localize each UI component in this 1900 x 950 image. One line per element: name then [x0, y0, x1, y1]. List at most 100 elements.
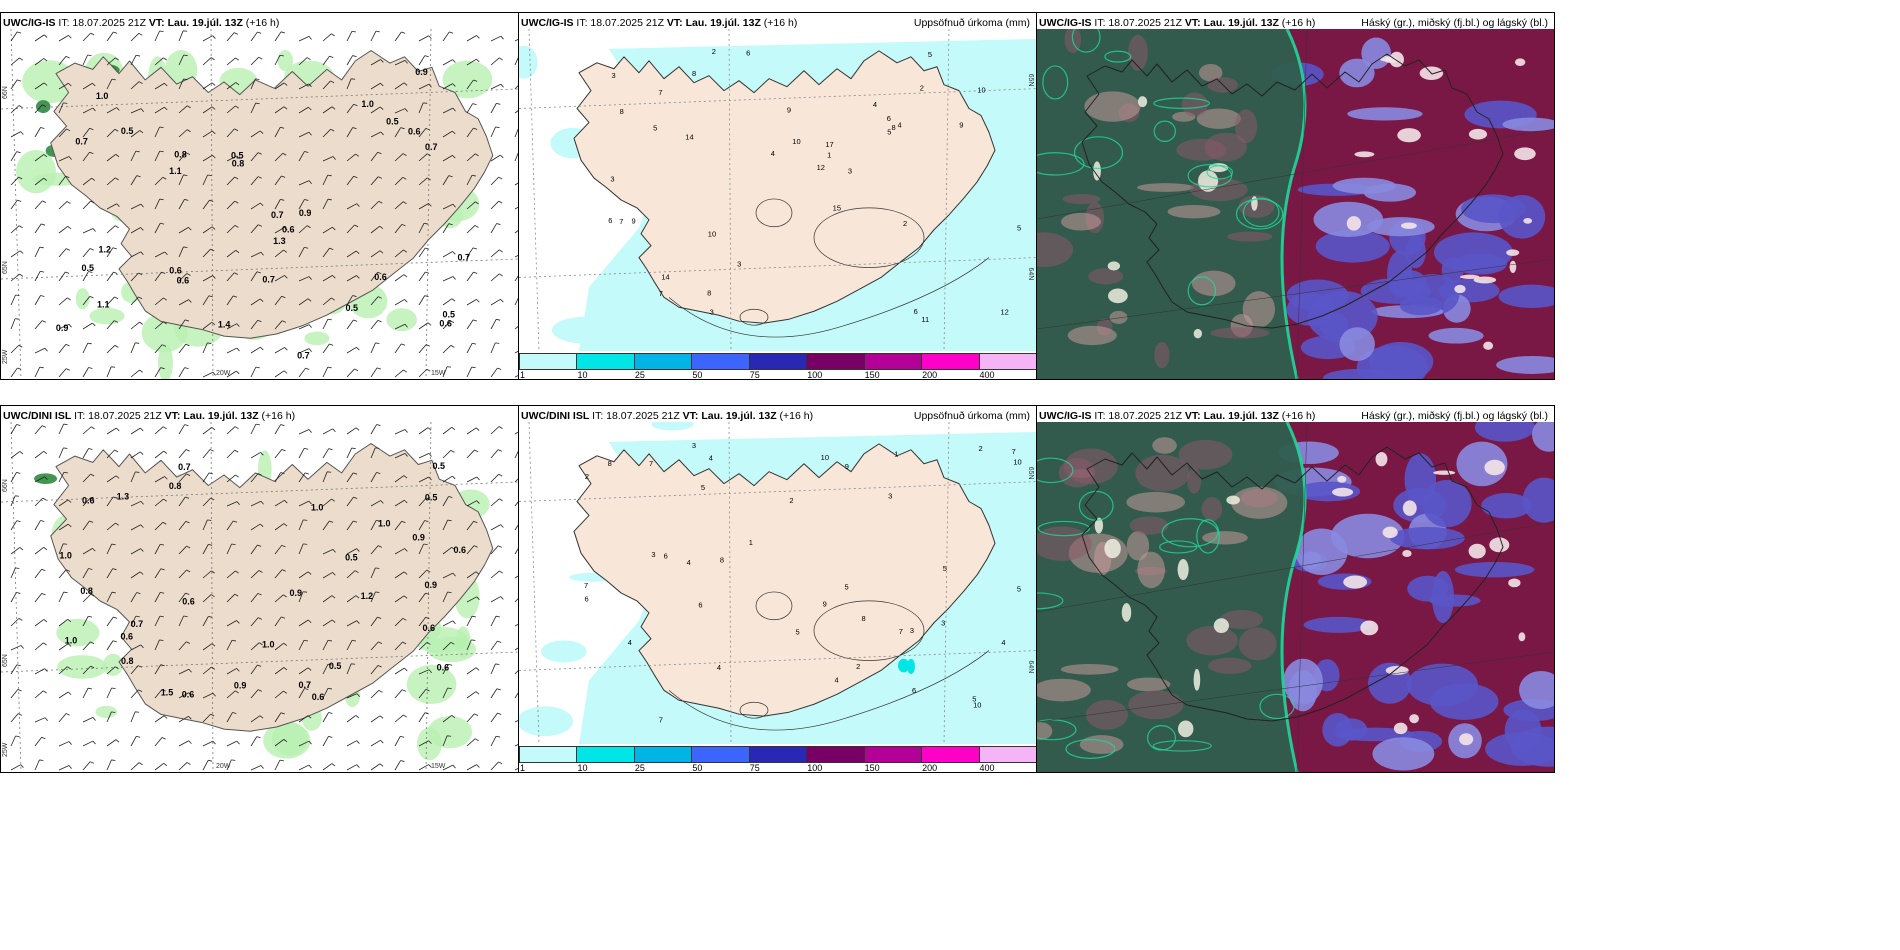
panel-title: UWC/IG-IS IT: 18.07.2025 21Z VT: Lau. 19…	[3, 17, 280, 29]
mixed-cloud-patch	[1128, 34, 1148, 71]
wind-barb-feather	[402, 617, 407, 621]
mid-cloud-patch	[1519, 670, 1554, 710]
wind-barb	[370, 715, 381, 723]
mixed-cloud-patch	[1137, 551, 1166, 589]
wind-barb	[10, 689, 19, 699]
wind-barb-feather	[184, 367, 189, 370]
wind-barb-feather	[115, 666, 119, 670]
wind-barb-feather	[332, 275, 336, 279]
wind-barb	[154, 251, 165, 258]
wind-barb-feather	[87, 54, 92, 57]
precip-value-label: 11	[921, 315, 929, 324]
wind-barb	[58, 741, 70, 747]
wind-barb-feather	[425, 616, 430, 620]
wind-barb	[10, 273, 20, 282]
wind-barb-feather	[42, 425, 46, 428]
wind-barb	[394, 760, 401, 771]
wind-barb-feather	[424, 55, 429, 58]
latitude-line	[519, 257, 1036, 278]
wind-barb-feather	[475, 427, 480, 431]
wind-barb-feather	[380, 131, 384, 136]
wind-barb-feather	[163, 321, 167, 325]
wind-barb-feather	[67, 643, 72, 647]
panel-wind-dini: UWC/DINI ISL IT: 18.07.2025 21Z VT: Lau.…	[0, 405, 519, 773]
wind-barb	[322, 712, 329, 723]
wind-barb-feather	[279, 759, 284, 762]
wind-barb	[418, 453, 430, 459]
wind-barb-feather	[63, 102, 68, 104]
wind-barb-feather	[208, 759, 213, 762]
wind-barb	[10, 424, 17, 435]
wind-barb	[154, 615, 161, 627]
wind-barb-feather	[111, 759, 116, 761]
wind-barb	[442, 276, 454, 282]
wind-barb	[466, 175, 473, 186]
wind-barb-feather	[495, 342, 500, 344]
wind-barb-feather	[114, 449, 119, 453]
graticule-label: 65N	[2, 654, 9, 667]
precip-value-label: 0.5	[231, 150, 244, 160]
precip-value-label: 6	[746, 49, 750, 58]
wind-barb	[10, 520, 18, 531]
coastline	[50, 442, 494, 732]
wind-barb	[106, 475, 117, 483]
precip-value-label: 8	[861, 614, 865, 623]
wind-barb	[298, 367, 306, 378]
wind-barb-feather	[210, 497, 215, 501]
wind-barb	[298, 740, 310, 747]
wind-barb-feather	[425, 128, 430, 131]
light-precip-patch	[75, 288, 90, 310]
wind-barb-feather	[234, 593, 239, 597]
wind-barb-feather	[425, 247, 430, 250]
graticule-label: 66N	[2, 479, 9, 492]
wind-barb	[346, 127, 353, 138]
wind-barb-feather	[68, 523, 72, 528]
wind-barb	[274, 199, 281, 210]
wind-barb	[250, 152, 259, 162]
wind-barb	[10, 199, 18, 210]
wind-barb-feather	[235, 250, 240, 254]
mid-cloud-patch	[1496, 356, 1554, 374]
wind-barb	[10, 592, 17, 603]
wind-barb	[298, 348, 310, 354]
wind-barb	[34, 759, 40, 771]
wind-barb-feather	[378, 689, 383, 693]
wind-barb-feather	[115, 177, 119, 181]
wind-barb-feather	[188, 299, 192, 303]
cloud-contour	[1187, 276, 1217, 306]
wind-barb	[82, 740, 94, 747]
wind-barb-feather	[303, 519, 308, 521]
longitude-line	[10, 422, 22, 772]
graticule	[1037, 422, 1554, 772]
wind-barb	[154, 592, 161, 603]
wind-barb	[394, 429, 406, 435]
wind-barb-feather	[304, 151, 309, 153]
wind-barb	[130, 471, 136, 483]
wind-barb-feather	[68, 156, 72, 160]
wind-barb	[106, 225, 116, 234]
precip-value-label: 5	[844, 582, 848, 591]
wind-barb-feather	[113, 271, 118, 274]
mid-cloud-patch	[1315, 229, 1390, 263]
mixed-cloud-patch	[1109, 310, 1128, 324]
wind-barb-feather	[212, 692, 216, 697]
wind-barb	[106, 616, 114, 627]
wind-barb-feather	[327, 639, 333, 642]
wind-barb	[130, 615, 137, 627]
wind-barb	[298, 715, 309, 723]
wind-barb	[322, 640, 329, 651]
wind-barb-feather	[235, 57, 239, 61]
wind-barb	[442, 642, 452, 651]
light-precip-patch	[427, 716, 473, 749]
wind-barb	[58, 297, 68, 306]
wind-barb-feather	[40, 520, 45, 522]
precip-value-label: 0.7	[458, 252, 471, 262]
wind-barb	[10, 472, 17, 483]
wind-barb-feather	[16, 592, 21, 594]
wind-barb-feather	[304, 472, 310, 475]
wind-barb	[370, 225, 380, 234]
wind-barb-feather	[212, 740, 216, 745]
wind-barb	[442, 31, 450, 42]
wind-barb-feather	[428, 669, 432, 674]
